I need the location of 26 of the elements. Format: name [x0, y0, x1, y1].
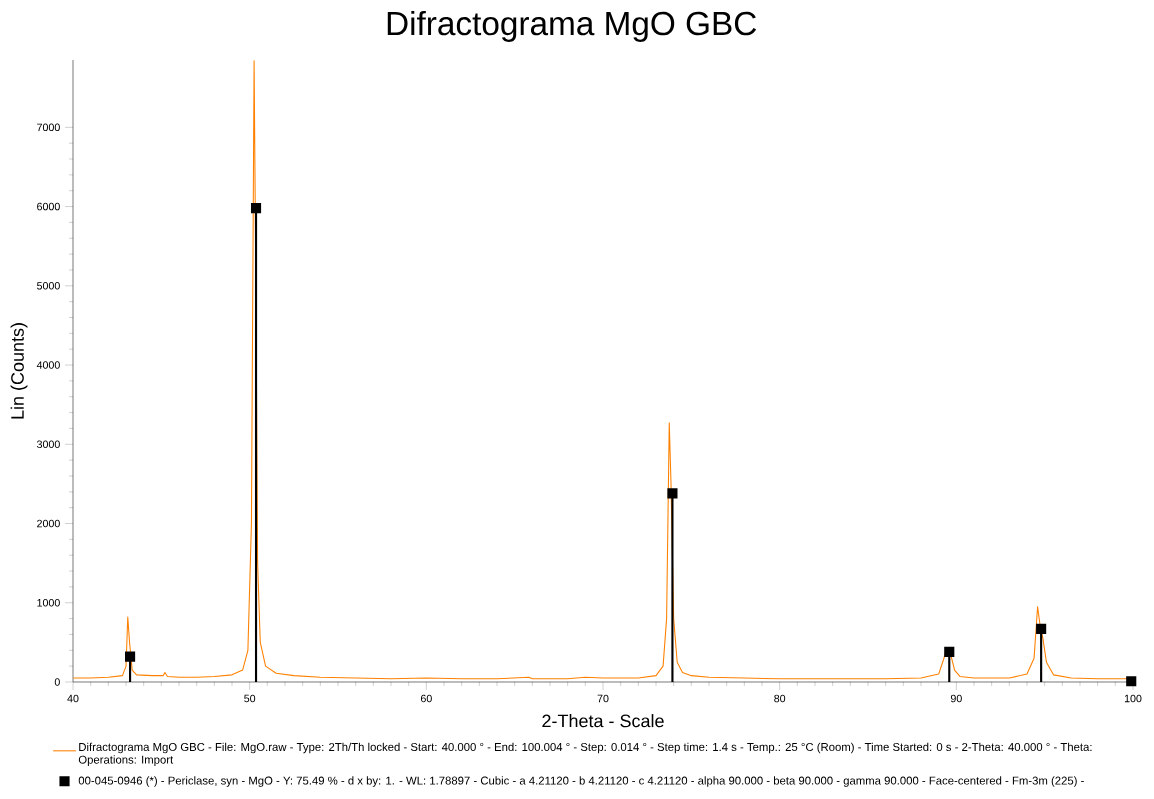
chart-title: Difractograma MgO GBC	[387, 10, 757, 42]
y-tick-label: 7000	[37, 123, 60, 132]
point	[667, 488, 678, 499]
point	[944, 646, 955, 657]
y-tick-label: 1000	[37, 598, 60, 607]
y-tick-label: 5000	[36, 282, 60, 290]
point	[1036, 623, 1047, 634]
y-tick-label: 4000	[36, 361, 60, 369]
y-axis-title: Lin (Counts)	[10, 323, 28, 419]
y-tick-label: 3000	[36, 440, 60, 449]
point	[1126, 676, 1137, 687]
x-tick-label: 60	[420, 694, 432, 703]
x-tick-label: 80	[774, 694, 786, 703]
y-tick-label: 2000	[37, 519, 60, 528]
x-tick-label: 70	[597, 694, 609, 703]
y-tick-label: 6000	[37, 202, 60, 211]
x-tick-label: 40	[67, 694, 79, 703]
x-axis-title: 2-Theta - Scale	[542, 714, 664, 728]
y-tick-label: 0	[54, 678, 60, 686]
legend-label: Difractograma MgO GBC - File: MgO.raw - Type: 2Th/Th locked - Start: 40.000 ° - End: 100.004 ° - Step: 0.014 ° - Step time: 1.4 s - Temp.: 25 °C (Room) - Time Started: 0 s - 2-Theta: 40.000 ° - Theta: Operations: Import	[78, 742, 1092, 766]
x-tick-label: 100	[1124, 694, 1142, 703]
legend-label: 00-045-0946 (*) - Periclase, syn - MgO - Y: 75.49 % - d x by: 1. - WL: 1.78897 - Cubic - a 4.21120 - b 4.21120 - c 4.21120 - alpha 90.000 - beta 90.000 - gamma 90.000 - Face-centered - Fm-3m (225) -	[78, 776, 1084, 787]
point	[250, 203, 262, 214]
x-tick-label: 90	[950, 694, 962, 703]
point	[125, 651, 136, 662]
x-tick-label: 50	[244, 694, 256, 703]
